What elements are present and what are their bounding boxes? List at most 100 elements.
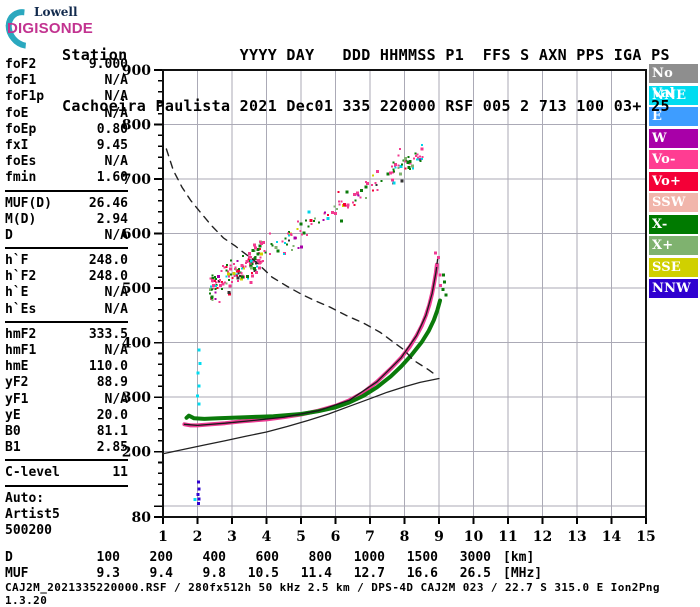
param-label: hmE [5,359,29,375]
param-value: 88.9 [96,375,128,391]
param-row-hme: hmE 110.0 [5,359,128,375]
param-row-hmf1: hmF1 N/A [5,343,128,359]
trace-curves [162,148,442,455]
svg-text:700: 700 [122,172,151,188]
dmuf-value: 9.4 [149,565,173,581]
param-row-fmin: fmin 1.60 [5,170,128,186]
param-row-hes: h`Es N/A [5,302,128,318]
param-label: MUF(D) [5,195,52,211]
param-label: yF2 [5,375,29,391]
dmuf-value: 600 [255,550,279,565]
spread-f-scatter-cloud [208,143,424,304]
legend-item-w: W [649,128,698,148]
param-label: foF1 [5,73,37,89]
param-label: foF2 [5,57,37,72]
param-label: foEs [5,154,37,170]
param-row-ye: yE 20.0 [5,408,128,424]
svg-text:300: 300 [122,390,151,406]
panel-separator [5,459,128,462]
plot-frame [162,69,647,518]
panel-footer-line: Auto: [5,490,45,506]
dmuf-value: 16.6 [406,565,438,581]
header-station-values: Cachoeira Paulista 2021 Dec01 335 220000… [62,97,670,115]
param-row-md: M(D) 2.94 [5,212,128,228]
param-row-hf: h`F 248.0 [5,253,128,269]
param-label: foEp [5,121,37,137]
dmuf-value: 12.7 [353,565,385,581]
svg-text:7: 7 [365,529,375,545]
param-label: h`F [5,253,29,269]
dmuf-row-d: D 100 200 400 600 800 1000 1500 3000 [km] [5,550,542,566]
svg-text:5: 5 [296,529,306,545]
param-row-foe: foE N/A [5,106,128,122]
param-label: yE [5,407,21,423]
param-row-foes: foEs N/A [5,154,128,170]
param-value: 11 [112,465,128,481]
svg-text:9: 9 [434,529,444,545]
param-label: foF1p [5,89,45,105]
param-value: 26.46 [88,195,128,211]
svg-text:10: 10 [464,529,484,545]
panel-separator [5,320,128,323]
dmuf-row-muf: MUF 9.3 9.4 9.8 10.5 11.4 12.7 16.6 26.5 [MHz] [5,566,542,582]
param-label: hmF2 [5,326,37,342]
dmuf-unit: [MHz] [503,565,543,581]
dmuf-unit: [km] [503,550,535,565]
dmuf-value: 100 [96,550,120,565]
dmuf-row-label: MUF [5,565,29,581]
svg-text:800: 800 [122,118,151,134]
svg-text:400: 400 [122,336,151,352]
param-value: N/A [104,227,128,243]
param-label: hmF1 [5,343,37,358]
param-row-clevel: C-level 11 [5,465,128,481]
svg-text:2: 2 [193,529,203,545]
svg-text:13: 13 [567,529,586,545]
legend-item-x-: X+ [649,236,698,255]
param-row-fof1: foF1 N/A [5,73,128,89]
y-axis-labels: 900 800 700 600 500 400 300 200 80 [122,63,151,526]
param-row-b0: B0 81.1 [5,424,128,440]
svg-text:80: 80 [132,510,152,526]
apex-scatter-x [441,273,448,297]
param-row-hf2: h`F2 248.0 [5,269,128,285]
param-value: N/A [104,343,128,358]
panel-separator [5,484,128,487]
true-height-profile [162,377,440,455]
dmuf-value: 3000 [459,550,491,565]
param-value: 2.94 [96,211,128,227]
param-value: 2.85 [96,440,128,456]
svg-text:900: 900 [122,63,151,79]
dmuf-value: 200 [149,550,173,565]
param-value: 1.60 [96,170,128,186]
dmuf-value: 800 [308,550,332,565]
param-value: N/A [104,89,128,105]
legend-item-x-: X- [649,214,698,234]
dmuf-value: 26.5 [459,565,491,581]
param-value: 333.5 [88,326,128,342]
param-label: foE [5,105,29,121]
svg-text:4: 4 [262,529,272,545]
svg-text:600: 600 [122,227,151,243]
param-value: 9.000 [88,57,128,72]
param-value: N/A [104,301,128,317]
panel-separator [5,189,128,192]
legend-item-nnw: NNW [649,279,698,298]
dmuf-value: 1000 [353,550,385,565]
dmuf-value: 1500 [406,550,438,565]
param-value: 20.0 [96,407,128,423]
dmuf-value: 9.3 [96,565,120,581]
param-label: yF1 [5,391,29,407]
panel-separator [5,247,128,250]
es-echoes-nnw [196,480,201,505]
param-label: h`F2 [5,269,37,285]
param-row-fof2: foF2 9.000 [5,57,128,73]
legend-item-vo-: Vo+ [649,171,698,191]
svg-text:15: 15 [636,529,655,545]
param-value: 110.0 [88,359,128,375]
param-row-yf2: yF2 88.9 [5,375,128,391]
transmission-curve [165,148,438,378]
svg-text:8: 8 [400,529,410,545]
param-label: D [5,227,13,243]
